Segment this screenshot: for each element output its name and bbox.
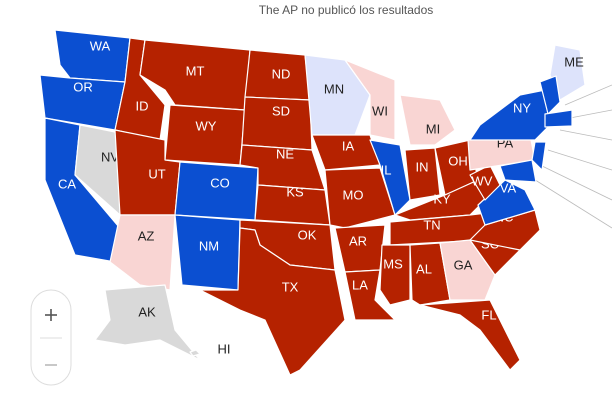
state-shape xyxy=(499,159,537,183)
zoom-in[interactable] xyxy=(45,309,57,321)
state-label: WI xyxy=(372,103,388,118)
state-label: FL xyxy=(481,307,496,322)
state-label: HI xyxy=(218,341,231,356)
state-shape xyxy=(544,109,573,128)
state-label: TN xyxy=(423,217,440,232)
state-shape xyxy=(164,104,246,166)
state-shape xyxy=(199,227,346,376)
state-shape xyxy=(399,94,456,146)
state-label: WV xyxy=(472,173,493,188)
states: WA OR CA NV ID MT WY UT AZ CO NM ND SD NE KS OK TX MN IA MO… xyxy=(39,29,586,376)
state-label: TX xyxy=(282,279,299,294)
state-label: MO xyxy=(343,187,364,202)
state-label: AK xyxy=(138,304,156,319)
zoom-control[interactable] xyxy=(30,289,72,386)
state-shape xyxy=(469,89,551,141)
state-shape xyxy=(439,239,496,301)
state-label: CA xyxy=(58,176,76,191)
state-label: CO xyxy=(210,175,230,190)
state-label: NE xyxy=(276,146,294,161)
state-shape xyxy=(189,349,201,357)
state-shape xyxy=(304,54,371,136)
state-label: ND xyxy=(272,66,291,81)
state-label: NV xyxy=(101,149,119,164)
state-label: ME xyxy=(564,54,584,69)
state-label: VA xyxy=(500,180,517,195)
state-shape xyxy=(369,139,411,216)
state-label: UT xyxy=(148,166,165,181)
state-label: AL xyxy=(416,261,432,276)
state-label: IN xyxy=(416,159,429,174)
state-label: MI xyxy=(426,121,440,136)
small-states xyxy=(499,75,573,183)
map-title: The AP no publicó los resultados xyxy=(259,3,434,17)
state-label: AZ xyxy=(138,228,155,243)
state-label: ID xyxy=(136,98,149,113)
state-shape xyxy=(344,59,396,141)
state-shape xyxy=(404,147,441,201)
state-label: NM xyxy=(199,238,219,253)
state-shape xyxy=(549,44,586,101)
state-shape xyxy=(379,244,411,306)
state-shape xyxy=(531,141,547,171)
state-label: GA xyxy=(454,257,473,272)
state-label: SD xyxy=(272,103,290,118)
callout-lines xyxy=(531,84,612,229)
state-label: LA xyxy=(352,277,368,292)
state-label: WY xyxy=(196,118,217,133)
state-label: OR xyxy=(73,79,93,94)
state-label: MS xyxy=(383,256,403,271)
state-label: WA xyxy=(90,38,111,53)
state-shape xyxy=(174,161,259,221)
state-shape xyxy=(344,269,396,321)
state-label: KS xyxy=(286,184,304,199)
state-label: IL xyxy=(381,162,392,177)
state-shape xyxy=(94,284,201,361)
state-label: MN xyxy=(324,81,344,96)
state-label: MT xyxy=(186,63,205,78)
state-label: NY xyxy=(513,100,531,115)
state-shape xyxy=(109,214,176,291)
state-label: OH xyxy=(448,153,468,168)
state-shape xyxy=(419,299,521,371)
state-shape xyxy=(324,167,396,229)
state-shape xyxy=(477,179,536,226)
state-label: AR xyxy=(349,233,367,248)
state-shape xyxy=(539,75,561,115)
state-shape xyxy=(409,242,451,306)
state-label: OK xyxy=(298,227,317,242)
state-label: IA xyxy=(342,138,355,153)
state-label: KY xyxy=(433,191,451,206)
state-shape xyxy=(334,224,386,273)
